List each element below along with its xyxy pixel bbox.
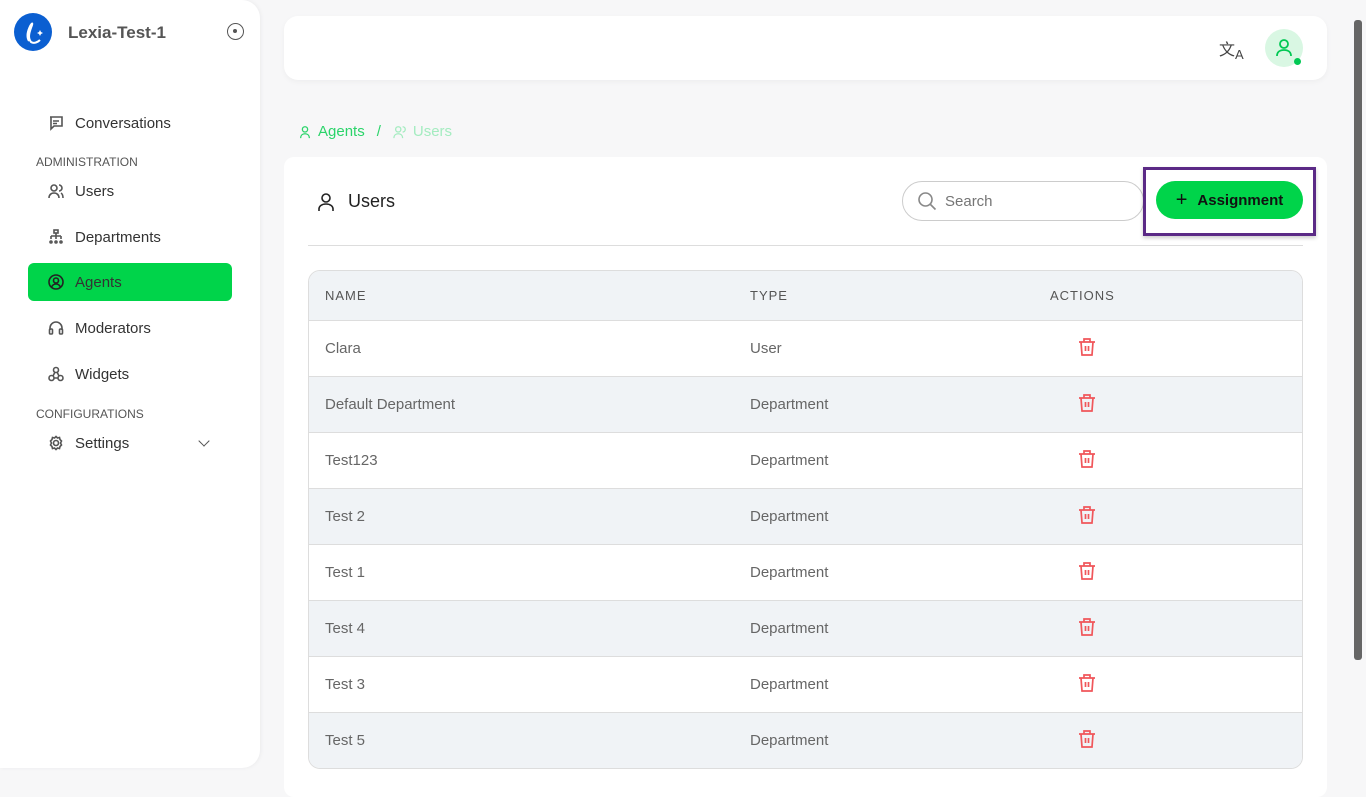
chat-icon bbox=[50, 116, 63, 131]
sidebar: Lexia-Test-1 Conversations ADMINISTRATIO… bbox=[0, 0, 260, 768]
sidebar-item-widgets[interactable]: Widgets bbox=[28, 355, 232, 393]
cell-type: Department bbox=[750, 452, 829, 469]
section-administration: ADMINISTRATION bbox=[36, 155, 138, 169]
search-input[interactable] bbox=[945, 192, 1125, 210]
user-icon bbox=[299, 125, 311, 138]
page-title: Users bbox=[318, 191, 395, 212]
trash-icon[interactable] bbox=[1077, 393, 1097, 413]
sitemap-icon bbox=[49, 229, 63, 244]
trash-icon[interactable] bbox=[1077, 617, 1097, 637]
plus-icon: + bbox=[1175, 188, 1188, 211]
top-bar: 文A bbox=[284, 16, 1327, 80]
sidebar-item-label: Conversations bbox=[75, 114, 171, 132]
assignments-table: NAME TYPE ACTIONS Clara User Default Depar… bbox=[308, 270, 1303, 769]
breadcrumb-separator: / bbox=[376, 123, 381, 140]
trash-icon[interactable] bbox=[1077, 561, 1097, 581]
user-circle-icon bbox=[48, 274, 64, 290]
translate-icon[interactable]: 文A bbox=[1219, 42, 1244, 63]
page-title-text: Users bbox=[348, 191, 396, 211]
sidebar-item-label: Widgets bbox=[75, 365, 130, 383]
table-row: Test 3 Department bbox=[309, 656, 1302, 712]
sidebar-item-label: Users bbox=[75, 182, 115, 200]
table-row: Test 5 Department bbox=[309, 712, 1302, 768]
cell-name: Test 2 bbox=[325, 508, 366, 525]
users-icon bbox=[393, 125, 406, 138]
users-card: Users + Assignment NAME TYPE ACTIONS Cla… bbox=[284, 157, 1327, 797]
divider bbox=[308, 245, 1303, 246]
sidebar-item-label: Settings bbox=[75, 434, 130, 452]
column-header-name: NAME bbox=[325, 288, 367, 303]
avatar[interactable] bbox=[1265, 29, 1303, 67]
sidebar-item-label: Departments bbox=[75, 228, 161, 246]
user-icon bbox=[318, 192, 334, 211]
app-name: Lexia-Test-1 bbox=[68, 23, 166, 42]
trash-icon[interactable] bbox=[1077, 729, 1097, 749]
cell-name: Test123 bbox=[325, 452, 378, 469]
breadcrumb-agents[interactable]: Agents bbox=[318, 123, 365, 140]
cell-name: Clara bbox=[325, 340, 361, 357]
table-row: Test123 Department bbox=[309, 432, 1302, 488]
trash-icon[interactable] bbox=[1077, 337, 1097, 357]
table-row: Test 1 Department bbox=[309, 544, 1302, 600]
chevron-down-icon[interactable] bbox=[198, 435, 210, 447]
headset-icon bbox=[48, 321, 64, 335]
gear-icon bbox=[49, 435, 63, 451]
trash-icon[interactable] bbox=[1077, 449, 1097, 469]
sidebar-item-label: Moderators bbox=[75, 319, 151, 337]
scrollbar[interactable] bbox=[1354, 20, 1362, 660]
cell-type: Department bbox=[750, 676, 829, 693]
cell-type: Department bbox=[750, 620, 829, 637]
cell-name: Test 1 bbox=[325, 564, 366, 581]
table-row: Clara User bbox=[309, 320, 1302, 376]
online-status-dot bbox=[1294, 58, 1301, 65]
widgets-icon bbox=[48, 366, 64, 382]
search-icon bbox=[918, 192, 937, 211]
column-header-type: TYPE bbox=[750, 288, 788, 303]
logo bbox=[14, 13, 52, 51]
breadcrumb-users: Users bbox=[412, 123, 453, 140]
table-row: Test 2 Department bbox=[309, 488, 1302, 544]
cell-name: Test 4 bbox=[325, 620, 366, 637]
table-header: NAME TYPE ACTIONS bbox=[309, 271, 1302, 320]
cell-name: Default Department bbox=[325, 396, 456, 413]
sidebar-item-agents[interactable]: Agents bbox=[28, 263, 232, 301]
trash-icon[interactable] bbox=[1077, 673, 1097, 693]
column-header-actions: ACTIONS bbox=[1050, 288, 1115, 303]
cell-type: Department bbox=[750, 564, 829, 581]
trash-icon[interactable] bbox=[1077, 505, 1097, 525]
sidebar-item-departments[interactable]: Departments bbox=[28, 218, 232, 256]
cell-type: Department bbox=[750, 732, 829, 749]
sidebar-item-moderators[interactable]: Moderators bbox=[28, 309, 232, 347]
sidebar-item-conversations[interactable]: Conversations bbox=[28, 104, 232, 142]
cell-type: User bbox=[750, 340, 782, 357]
button-label: Assignment bbox=[1197, 191, 1284, 209]
section-configurations: CONFIGURATIONS bbox=[36, 407, 144, 421]
cell-name: Test 3 bbox=[325, 676, 366, 693]
add-assignment-button[interactable]: + Assignment bbox=[1156, 181, 1303, 219]
highlight-box bbox=[1143, 167, 1316, 236]
table-row: Test 4 Department bbox=[309, 600, 1302, 656]
user-icon bbox=[1276, 39, 1292, 57]
table-row: Default Department Department bbox=[309, 376, 1302, 432]
status-circle-icon[interactable] bbox=[227, 23, 244, 40]
breadcrumb: Agents / Users bbox=[298, 123, 452, 140]
cell-type: Department bbox=[750, 508, 829, 525]
users-icon bbox=[48, 184, 64, 199]
search-box[interactable] bbox=[902, 181, 1144, 221]
sidebar-item-settings[interactable]: Settings bbox=[28, 424, 232, 462]
sidebar-item-label: Agents bbox=[75, 273, 122, 291]
cell-name: Test 5 bbox=[325, 732, 366, 749]
sidebar-item-users[interactable]: Users bbox=[28, 172, 232, 210]
cell-type: Department bbox=[750, 396, 829, 413]
